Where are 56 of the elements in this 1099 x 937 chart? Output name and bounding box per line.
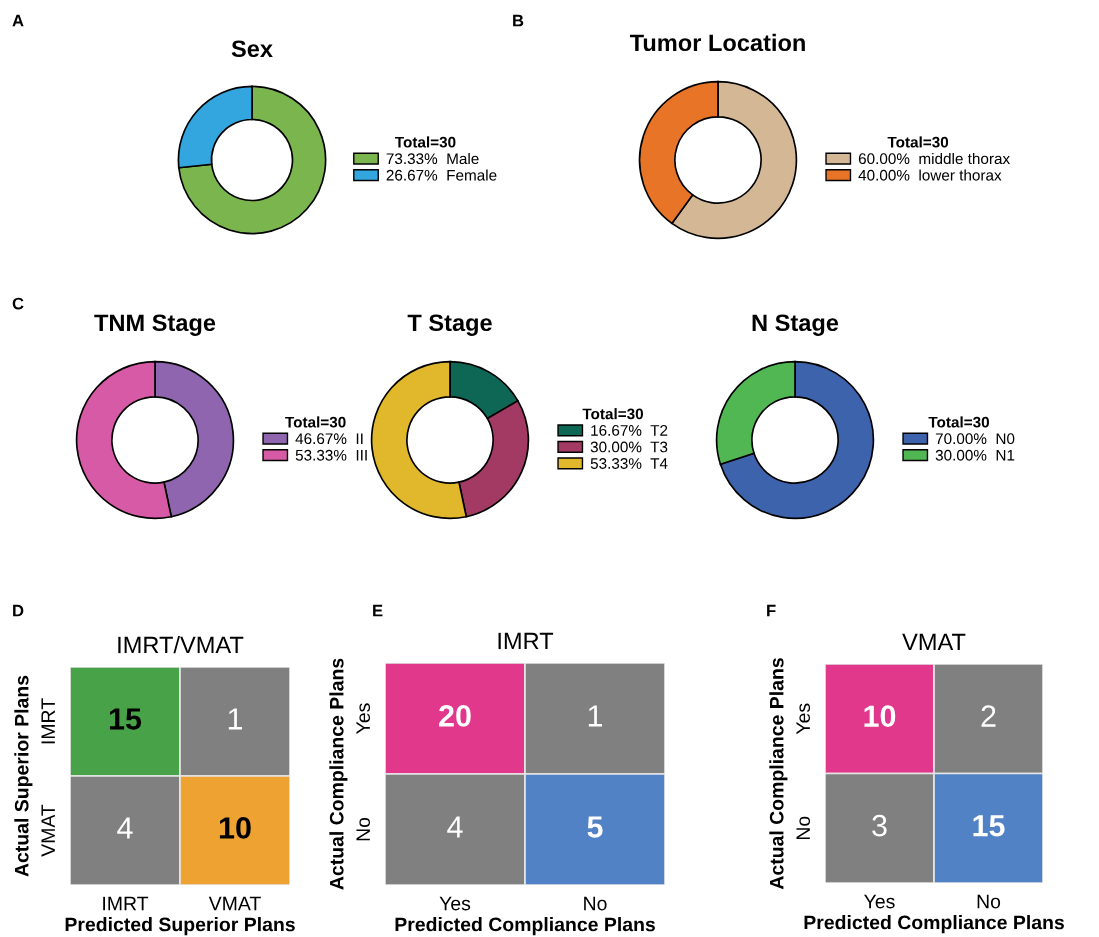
legend-label: 60.00% middle thorax: [858, 152, 1010, 165]
data-label: 1: [228, 708, 243, 730]
legend-label: 40.00% lower thorax: [858, 169, 1002, 181]
chart-title: IMRT: [498, 632, 554, 650]
donut-slice: [719, 360, 875, 520]
legend-label: 30.00% T3: [590, 441, 668, 453]
legend-title: Total=30: [582, 408, 644, 420]
chart-title: Tumor Location: [629, 33, 805, 52]
x-tick-label: Yes: [864, 894, 895, 909]
text: A: [12, 14, 24, 27]
legend-title: Total=30: [928, 416, 990, 428]
data-label: 5: [587, 816, 603, 838]
chart-title: VMAT: [902, 633, 966, 651]
legend-label: 53.33% T4: [590, 458, 668, 469]
text: D: [13, 604, 24, 617]
x-tick-label: Yes: [439, 896, 471, 911]
x-tick-label: No: [584, 896, 607, 911]
x-tick-label: IMRT: [103, 896, 149, 911]
chart-title: Sex: [231, 40, 273, 58]
data-label: 1: [588, 705, 603, 727]
x-axis-title: Predicted Compliance Plans: [395, 917, 655, 936]
chart-title: N Stage: [752, 314, 839, 336]
legend-label: 16.67% T2: [591, 425, 668, 436]
text: C: [12, 297, 24, 310]
legend-title: Total=30: [887, 136, 949, 148]
data-label: 15: [109, 708, 142, 730]
data-label: 4: [447, 816, 463, 838]
y-axis-title: Actual Superior Plans: [14, 675, 33, 877]
data-label: 20: [439, 705, 471, 727]
text: B: [513, 14, 524, 27]
chart-title: T Stage: [407, 314, 492, 336]
y-axis-title: Actual Compliance Plans: [769, 658, 788, 890]
legend-label: 46.67% II: [295, 433, 363, 445]
data-label: 10: [219, 817, 251, 839]
data-label: 15: [973, 815, 1005, 837]
x-tick-label: VMAT: [208, 896, 261, 911]
legend-label: 53.33% III: [295, 449, 367, 461]
donut-slice: [177, 85, 327, 235]
text: E: [373, 604, 383, 617]
legend-label: 26.67% Female: [386, 169, 497, 181]
data-label: 4: [117, 817, 133, 839]
data-label: 3: [872, 814, 887, 837]
legend-label: 30.00% N1: [935, 449, 1015, 461]
x-axis-title: Predicted Superior Plans: [65, 917, 295, 936]
data-label: 10: [864, 705, 896, 727]
chart-title: TNM Stage: [94, 314, 216, 336]
legend-title: Total=30: [285, 416, 346, 428]
y-axis-title: Actual Compliance Plans: [329, 658, 348, 890]
x-tick-label: No: [977, 894, 1001, 909]
data-label: 2: [981, 705, 996, 727]
text: F: [767, 604, 776, 617]
legend-label: 70.00% N0: [935, 433, 1015, 445]
x-axis-title: Predicted Compliance Plans: [804, 915, 1064, 934]
legend-label: 73.33% Male: [386, 152, 479, 165]
legend-title: Total=30: [394, 136, 456, 148]
chart-title: IMRT/VMAT: [118, 636, 244, 654]
